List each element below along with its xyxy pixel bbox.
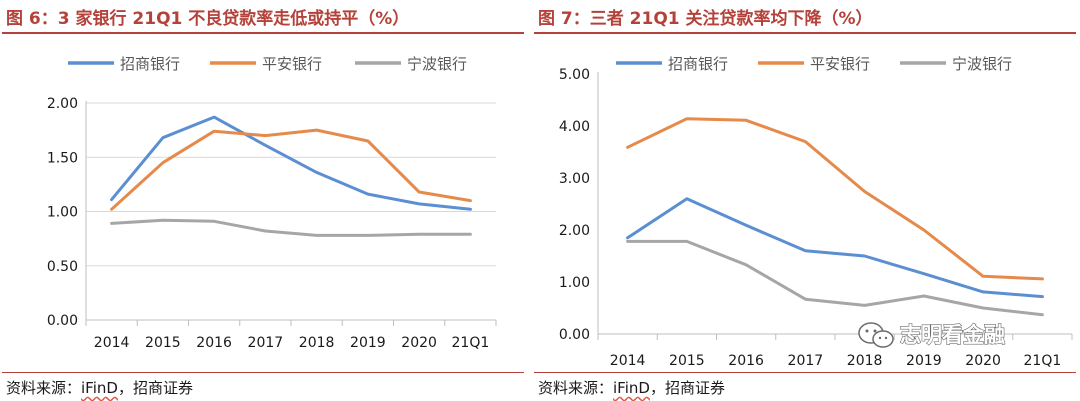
x-tick-label: 2019 [350,335,386,351]
y-tick-label: 0.00 [47,313,78,329]
y-tick-label: 2.00 [559,223,590,239]
source-divider [2,372,524,373]
x-tick-label: 21Q1 [1024,353,1062,369]
x-tick-label: 2019 [906,353,942,369]
y-tick-label: 4.00 [559,119,590,135]
legend-label: 招商银行 [668,55,728,73]
y-tick-label: 1.50 [47,150,78,166]
x-tick-label: 2014 [94,335,130,351]
x-tick-label: 2016 [728,353,764,369]
chart-panel-left: 图 6：3 家银行 21Q1 不良贷款率走低或持平（%） 0.00 0.50 1.0… [0,0,528,401]
y-tick-label: 3.00 [559,171,590,187]
series-line [626,239,1044,317]
x-tick-label: 2017 [248,335,284,351]
y-tick-label: 1.00 [559,275,590,291]
y-tick-label: 2.00 [47,96,78,112]
x-tick-label: 2020 [965,353,1001,369]
line-chart-special-mention-ratio: 0.00 1.00 2.00 3.00 4.00 5.00 2014 2015 2016 2017… [559,55,1073,369]
legend-label: 平安银行 [810,55,870,73]
x-tick-label: 2014 [610,353,646,369]
legend-label: 平安银行 [262,55,322,73]
legend-label: 招商银行 [120,55,180,73]
figure-title: 图 6：3 家银行 21Q1 不良贷款率走低或持平（%） [6,9,410,29]
y-tick-label: 0.50 [47,259,78,275]
wechat-icon [858,322,894,348]
legend-label: 宁波银行 [407,55,467,73]
x-tick-label: 2016 [196,335,232,351]
x-tick-label: 2020 [401,335,437,351]
source-note: 资料来源：iFinD，招商证券 [6,377,193,398]
source-rest: ，招商证券 [117,379,193,397]
source-note: 资料来源：iFinD，招商证券 [538,377,725,398]
source-rest: ，招商证券 [649,379,725,397]
watermark-text: 志明看金融 [900,323,1005,347]
y-tick-label: 0.00 [559,327,590,343]
x-tick-label: 2015 [145,335,181,351]
y-tick-label: 1.00 [47,205,78,221]
figure-title: 图 7：三者 21Q1 关注贷款率均下降（%） [538,9,873,29]
source-label: 资料来源： [538,379,614,397]
x-tick-label: 2018 [299,335,335,351]
title-divider [2,32,524,34]
line-chart-npl-ratio: 0.00 0.50 1.00 1.50 2.00 2014 2015 2016 2017 2018… [47,55,497,351]
x-tick-label: 2018 [847,353,883,369]
chart-panel-right: 图 7：三者 21Q1 关注贷款率均下降（%） 0.00 1.00 2.00 3.00… [532,0,1080,401]
watermark: 志明看金融 [858,322,1006,348]
x-tick-label: 2017 [788,353,824,369]
title-divider [534,32,1076,34]
x-tick-label: 2015 [669,353,705,369]
series-line [110,128,472,211]
source-name: iFinD [81,379,118,397]
x-tick-label: 21Q1 [452,335,490,351]
y-tick-label: 5.00 [559,67,590,83]
legend-label: 宁波银行 [952,55,1012,73]
series-line [626,117,1044,281]
source-label: 资料来源： [6,379,82,397]
series-line [110,115,472,211]
source-name: iFinD [613,379,650,397]
source-divider [534,372,1076,373]
series-line [626,197,1044,299]
series-line [110,218,472,237]
